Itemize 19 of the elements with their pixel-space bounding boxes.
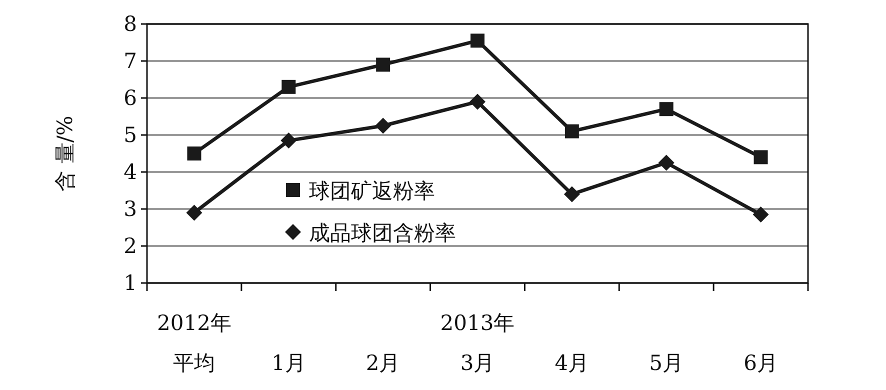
annotation: 2012年 bbox=[157, 311, 232, 335]
point bbox=[375, 118, 392, 134]
legend-label: 成品球团含粉率 bbox=[309, 221, 456, 245]
point bbox=[470, 34, 484, 48]
point bbox=[280, 132, 297, 149]
point bbox=[564, 186, 580, 202]
ylabel: 含 量/% bbox=[53, 116, 77, 192]
point bbox=[564, 124, 579, 138]
point bbox=[752, 206, 769, 223]
point bbox=[187, 146, 202, 160]
legend-label: 球团矿返粉率 bbox=[309, 179, 435, 203]
point bbox=[282, 80, 296, 94]
point bbox=[186, 204, 202, 221]
point bbox=[376, 58, 390, 72]
point bbox=[659, 102, 674, 116]
annotation: 2013年 bbox=[440, 311, 515, 335]
point bbox=[658, 154, 674, 171]
point bbox=[754, 150, 768, 164]
point bbox=[470, 94, 486, 110]
